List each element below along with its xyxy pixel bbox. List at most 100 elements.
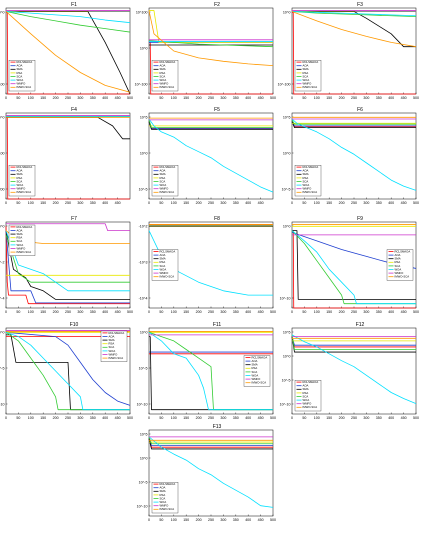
legend-label: WOA (252, 373, 259, 377)
x-tick-label: 300 (220, 310, 226, 314)
x-tick-label: 50 (159, 201, 163, 205)
y-tick-label: 10^-5 (139, 480, 148, 484)
x-tick-label: 100 (171, 201, 177, 205)
y-tick-label: 10^0 (140, 46, 148, 50)
x-tick-label: 0 (291, 96, 293, 100)
x-tick-label: 300 (363, 201, 369, 205)
x-tick-label: 200 (53, 310, 59, 314)
series-line-woa (291, 334, 417, 405)
x-tick-label: 250 (65, 310, 71, 314)
legend-label: RSA (303, 391, 309, 395)
x-tick-label: 200 (339, 201, 345, 205)
legend-label: IMWO-SCA (303, 405, 318, 409)
legend-label: SCA (303, 74, 309, 78)
x-tick-label: 500 (127, 310, 133, 314)
x-tick-label: 0 (5, 416, 7, 420)
legend-label: IMWO-SCA (17, 190, 32, 194)
series-line-imwo-sca (291, 11, 417, 48)
legend-label: WOA (160, 183, 167, 187)
series-line-sca (148, 331, 273, 411)
x-tick-label: 100 (314, 310, 320, 314)
x-tick-label: 150 (326, 416, 332, 420)
x-tick-label: 300 (77, 310, 83, 314)
x-tick-label: 50 (16, 96, 20, 100)
legend-label: WMFO (160, 187, 170, 191)
x-tick-label: 150 (326, 96, 332, 100)
y-tick-label: 10^-10 (137, 504, 148, 508)
y-tick-label: 10^-10 (137, 402, 148, 406)
legend-label: AOA (395, 253, 401, 257)
legend-label: IMWO-SCA (160, 507, 175, 511)
x-tick-label: 0 (148, 310, 150, 314)
legend-label: RSA (252, 366, 258, 370)
series-line-woa (291, 118, 417, 191)
series-line-rclsmaoa (292, 11, 416, 95)
x-tick-label: 500 (413, 310, 419, 314)
y-tick-label: 10^-5 (282, 378, 291, 382)
series-line-woa (5, 331, 130, 411)
series-line-woa (148, 331, 273, 411)
series-line-sca (291, 334, 416, 350)
legend-label: AOA (252, 359, 258, 363)
x-tick-label: 0 (5, 310, 7, 314)
legend-label: RCLSMAOA (303, 165, 319, 169)
x-tick-label: 100 (171, 310, 177, 314)
legend-label: SCA (303, 394, 309, 398)
legend-label: SMA (160, 257, 166, 261)
legend-label: WOA (17, 243, 24, 247)
legend-label: WMFO (160, 271, 170, 275)
legend-label: RSA (17, 176, 23, 180)
y-tick-label: 10^-5 (139, 187, 148, 191)
x-tick-label: 100 (171, 518, 177, 522)
chart-title: F8 (214, 216, 220, 222)
x-tick-label: 250 (351, 96, 357, 100)
legend-label: SMA (303, 67, 309, 71)
x-tick-label: 300 (220, 201, 226, 205)
legend-label: SMA (303, 172, 309, 176)
legend-label: RCLSMAOA (160, 165, 176, 169)
series-line-sca (148, 436, 273, 445)
legend-label: RSA (395, 260, 401, 264)
x-tick-label: 450 (258, 310, 264, 314)
legend-label: WOA (17, 78, 24, 82)
series-line-woa (148, 436, 274, 508)
y-tick-label: 10^0 (283, 224, 291, 228)
x-tick-label: 450 (115, 201, 121, 205)
y-tick-label: 10^5 (140, 432, 148, 436)
legend-label: RSA (160, 71, 166, 75)
legend-label: RSA (303, 176, 309, 180)
x-tick-label: 150 (40, 310, 46, 314)
x-tick-label: 100 (314, 416, 320, 420)
y-tick-label: -10^2 (139, 224, 148, 228)
y-tick-label: 10^-100 (135, 82, 148, 86)
legend-label: WMFO (17, 246, 27, 250)
x-tick-label: 400 (102, 310, 108, 314)
x-tick-label: 300 (220, 96, 226, 100)
legend-label: IMWO-SCA (303, 190, 318, 194)
x-tick-label: 250 (208, 201, 214, 205)
legend-label: RCLSMAOA (17, 165, 33, 169)
legend-label: IMWO-SCA (17, 85, 32, 89)
y-tick-label: 10^0 (0, 330, 5, 334)
legend-label: RCLSMAOA (395, 249, 411, 253)
x-tick-label: 350 (233, 416, 239, 420)
x-tick-label: 50 (159, 310, 163, 314)
x-tick-label: 50 (302, 310, 306, 314)
series-line-imwo-sca (5, 11, 131, 93)
legend-label: SMA (17, 172, 23, 176)
y-tick-label: 10^0 (283, 10, 291, 14)
y-tick-label: 10^5 (283, 115, 291, 119)
y-tick-label: 10^-100 (278, 82, 291, 86)
legend-label: AOA (160, 169, 166, 173)
x-tick-label: 300 (77, 96, 83, 100)
